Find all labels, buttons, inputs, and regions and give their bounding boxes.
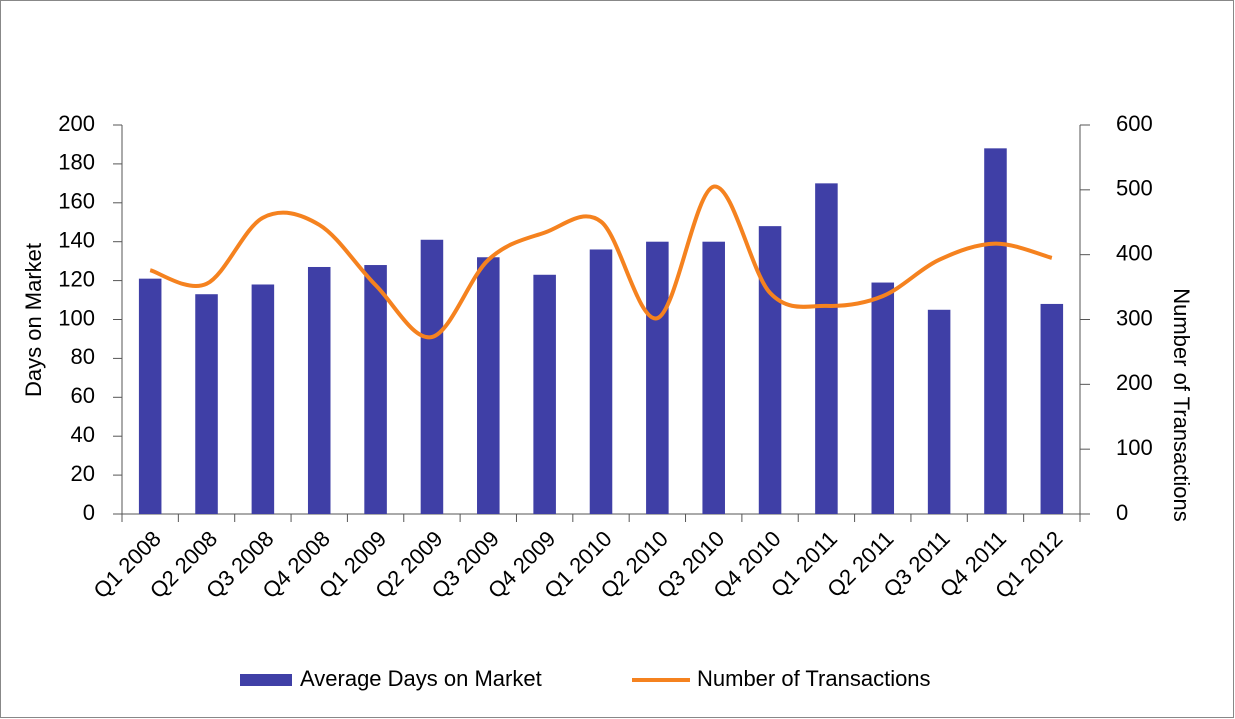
- bar: [927, 309, 951, 514]
- y-tick-label: 40: [71, 422, 95, 447]
- line: [149, 184, 1053, 340]
- y-tick-label: 200: [58, 111, 95, 136]
- y2-tick-label: 400: [1116, 240, 1153, 265]
- bar: [646, 241, 669, 514]
- y-axis-title: Days on Market: [21, 243, 46, 397]
- y-tick-label: 120: [58, 266, 95, 291]
- bar: [1040, 303, 1064, 514]
- y-tick-label: 100: [58, 305, 95, 330]
- y-tick-label: 20: [71, 461, 95, 486]
- y-tick-label: 0: [83, 500, 95, 525]
- y2-tick-label: 0: [1116, 500, 1128, 525]
- y2-tick-label: 600: [1116, 111, 1153, 136]
- bar: [364, 265, 387, 514]
- y-tick-label: 60: [71, 383, 95, 408]
- y2-axis-title: Number of Transactions: [1169, 288, 1194, 522]
- bar: [195, 294, 218, 514]
- bar: [420, 239, 444, 514]
- bar: [477, 257, 500, 514]
- y-tick-label: 180: [58, 150, 95, 175]
- bar: [533, 274, 556, 514]
- bar: [251, 284, 275, 514]
- bar: [984, 148, 1007, 514]
- y-tick-label: 80: [71, 344, 95, 369]
- bar: [871, 282, 895, 514]
- bar: [815, 183, 838, 514]
- y2-tick-label: 300: [1116, 305, 1153, 330]
- bar: [138, 278, 162, 514]
- bar: [758, 226, 782, 514]
- bar: [702, 241, 725, 514]
- bar: [589, 249, 613, 515]
- y-tick-label: 140: [58, 228, 95, 253]
- legend-swatch: [240, 674, 292, 686]
- y-tick-label: 160: [58, 189, 95, 214]
- legend-label: Average Days on Market: [300, 666, 542, 691]
- y2-tick-label: 500: [1116, 176, 1153, 201]
- legend-label: Number of Transactions: [697, 666, 931, 691]
- y2-tick-label: 100: [1116, 435, 1153, 460]
- bar: [307, 266, 331, 514]
- y2-tick-label: 200: [1116, 370, 1153, 395]
